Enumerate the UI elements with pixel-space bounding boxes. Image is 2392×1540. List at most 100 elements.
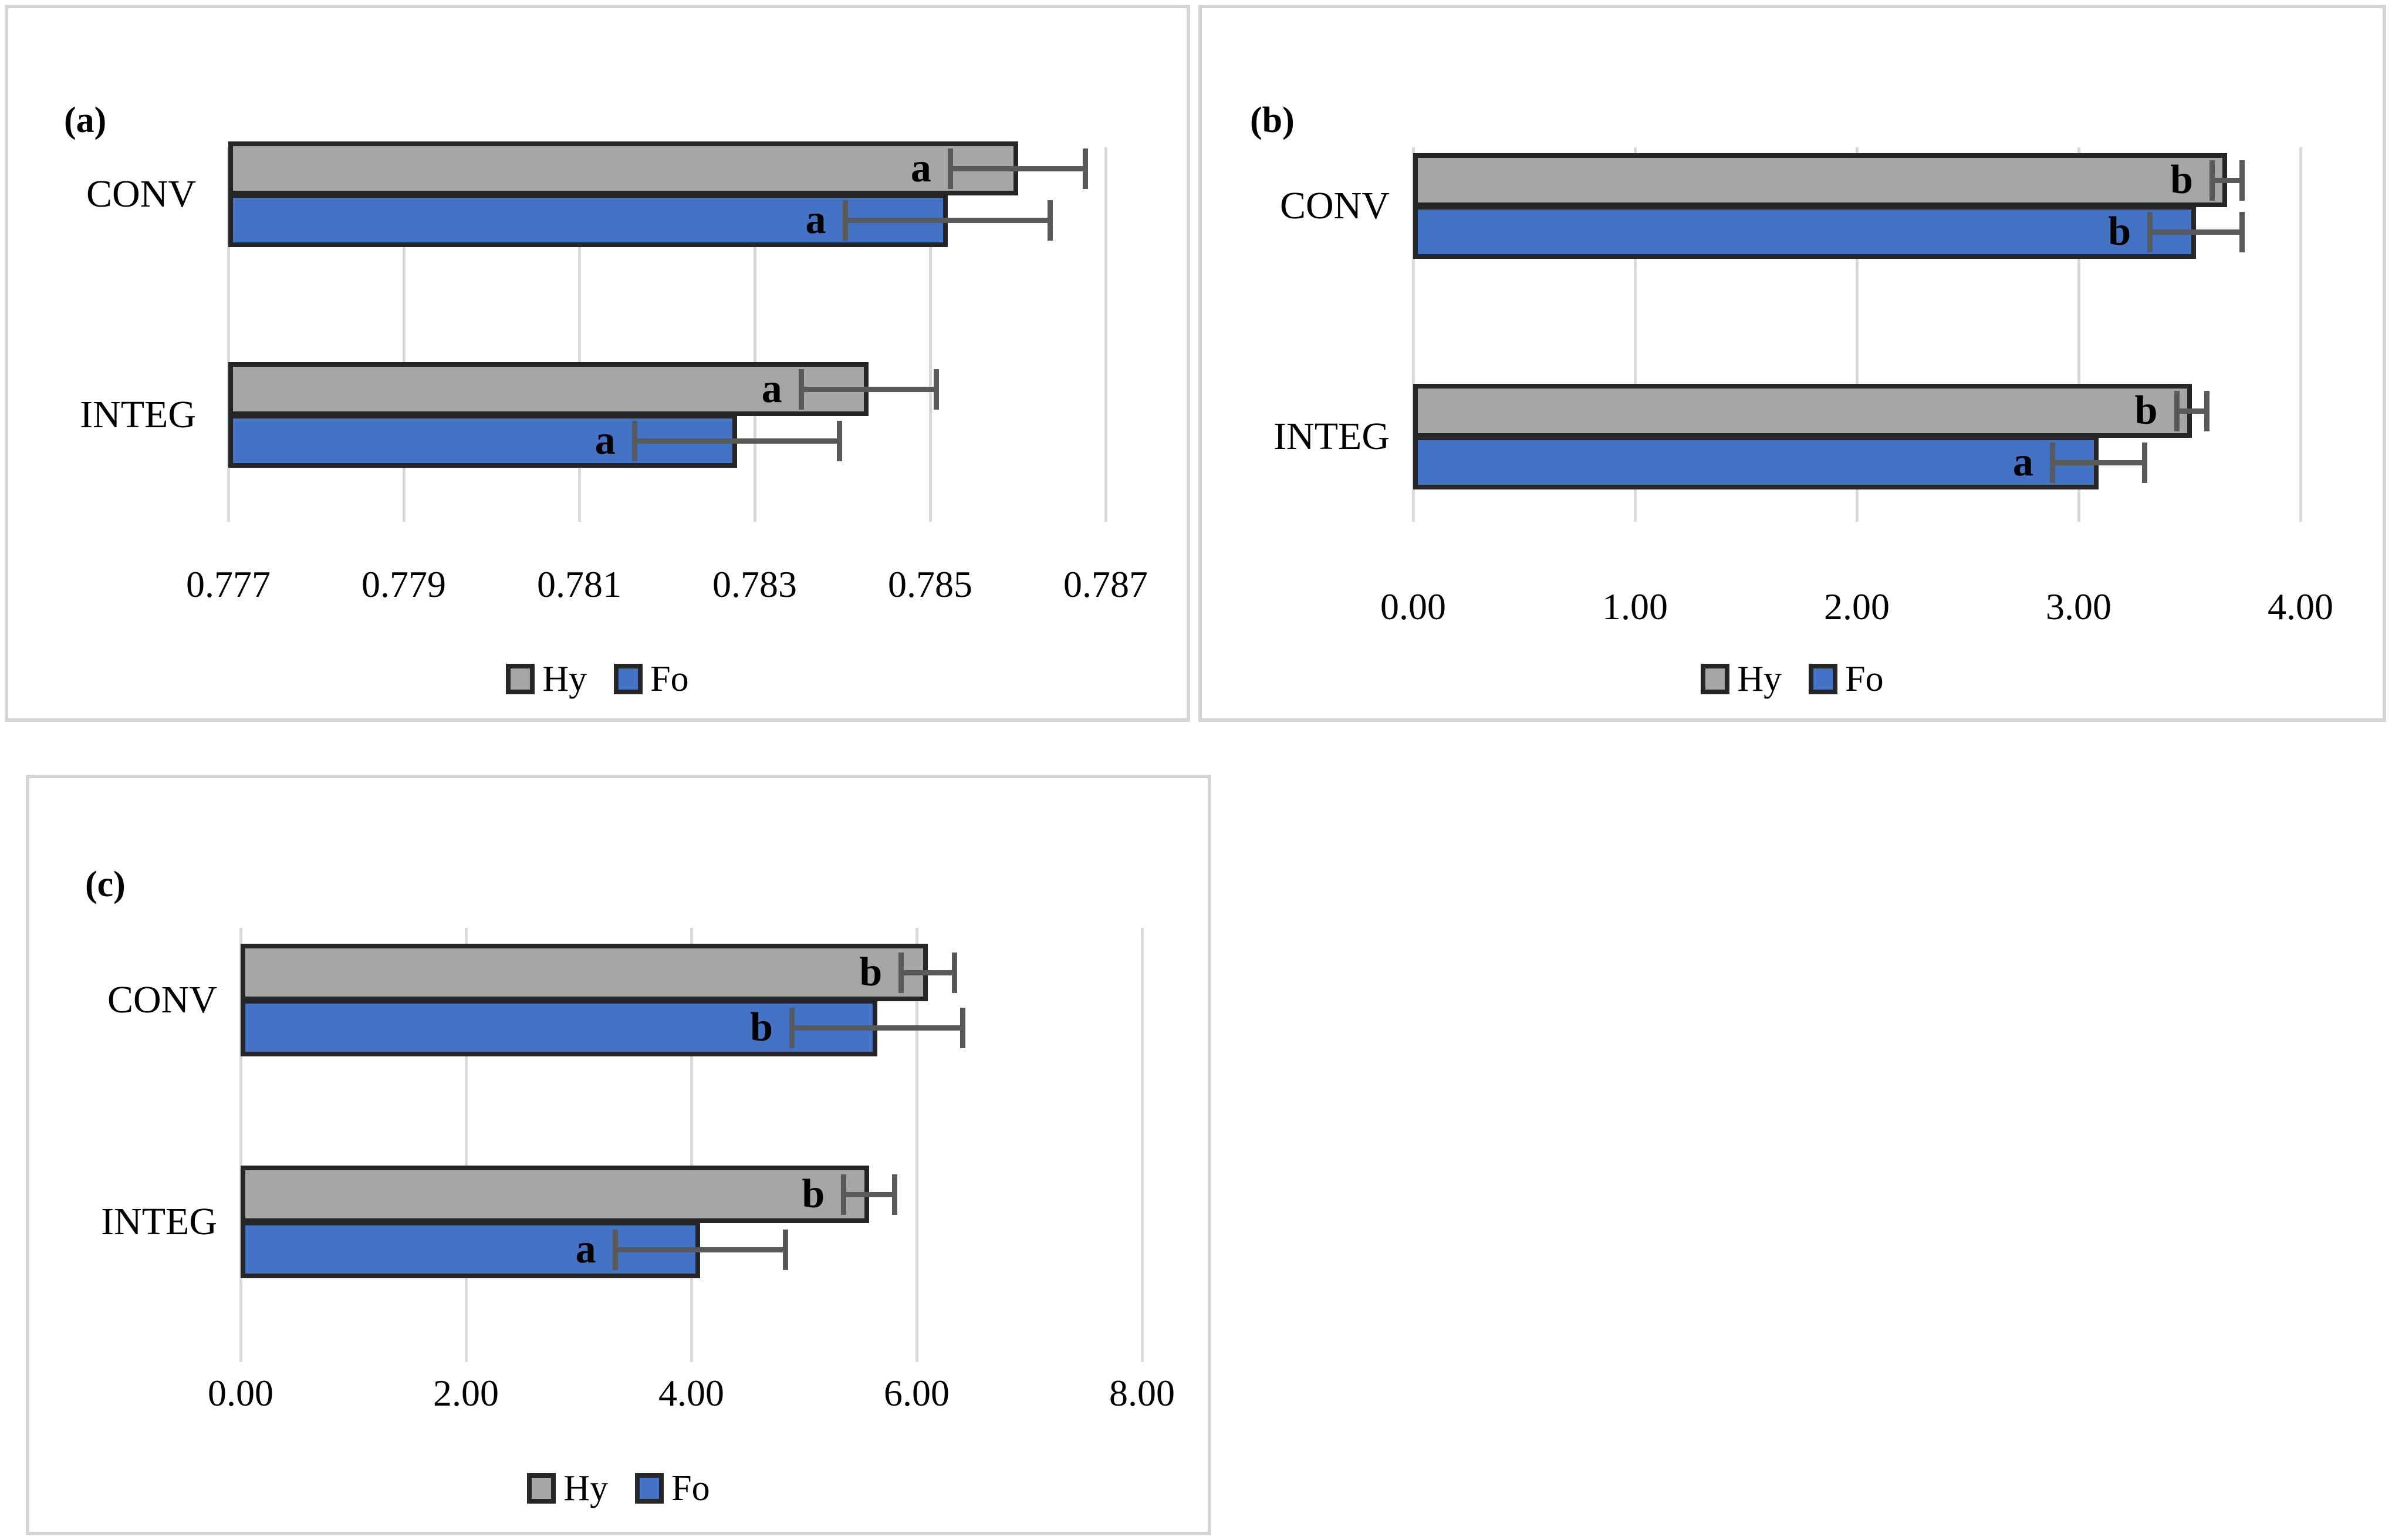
error-bar-part bbox=[842, 200, 848, 241]
sig-letter: b bbox=[2170, 157, 2194, 202]
error-bar bbox=[631, 421, 843, 461]
legend-swatch-fo bbox=[1809, 664, 1838, 694]
error-bar-part bbox=[2049, 460, 2148, 465]
error-bar-part bbox=[631, 438, 843, 444]
x-tick-label: 0.777 bbox=[186, 563, 271, 605]
gridline bbox=[1634, 147, 1637, 522]
gridline bbox=[1412, 147, 1415, 522]
gridline bbox=[227, 147, 230, 522]
category-label: CONV bbox=[1279, 184, 1390, 227]
sig-letter: b bbox=[2134, 388, 2158, 433]
category-label: CONV bbox=[107, 978, 217, 1021]
panel-label-a: (a) bbox=[64, 100, 107, 140]
error-bar-part bbox=[2174, 391, 2180, 431]
gridline bbox=[2299, 147, 2302, 522]
x-tick-label: 0.781 bbox=[537, 563, 621, 605]
legend: Hy Fo bbox=[29, 1470, 1208, 1507]
legend-item-hy: Hy bbox=[506, 661, 587, 697]
gridline bbox=[2077, 147, 2080, 522]
gridline bbox=[465, 928, 468, 1362]
legend-label: Hy bbox=[542, 659, 587, 699]
error-bar-part bbox=[841, 1192, 898, 1197]
bar-fo-conv bbox=[241, 999, 877, 1056]
legend-item-hy: Hy bbox=[527, 1470, 608, 1507]
x-tick-label: 6.00 bbox=[884, 1372, 950, 1414]
error-bar-part bbox=[837, 421, 843, 461]
error-bar-part bbox=[841, 1174, 847, 1215]
category-label: INTEG bbox=[1273, 415, 1390, 458]
panel-c: (c) CONV INTEG b b b a 0.00 2.00 4.00 6.00 8.00 Hy F… bbox=[26, 775, 1211, 1535]
error-bar-part bbox=[789, 1008, 795, 1048]
error-bar-part bbox=[798, 387, 939, 392]
error-bar-part bbox=[959, 1008, 965, 1048]
error-bar bbox=[947, 148, 1089, 189]
error-bar-part bbox=[947, 166, 1089, 171]
error-bar-part bbox=[2147, 212, 2153, 252]
x-tick-label: 4.00 bbox=[658, 1372, 724, 1414]
gridline bbox=[754, 147, 756, 522]
x-tick-label: 3.00 bbox=[2046, 586, 2111, 627]
x-tick-label: 0.787 bbox=[1063, 563, 1148, 605]
bar-hy-conv bbox=[228, 141, 1018, 195]
bar-hy-conv bbox=[241, 944, 928, 1001]
bar-hy-integ bbox=[241, 1166, 870, 1223]
category-label: INTEG bbox=[80, 393, 196, 436]
legend-item-fo: Fo bbox=[635, 1470, 710, 1507]
x-tick-label: 0.779 bbox=[361, 563, 446, 605]
error-bar-part bbox=[2204, 391, 2209, 431]
error-bar bbox=[789, 1008, 965, 1048]
sig-letter: b bbox=[2108, 209, 2131, 254]
error-bar bbox=[842, 200, 1053, 241]
error-bar bbox=[898, 953, 958, 993]
x-tick-label: 4.00 bbox=[2268, 586, 2333, 627]
category-label: CONV bbox=[86, 173, 196, 215]
panel-label-b: (b) bbox=[1250, 100, 1295, 140]
error-bar-part bbox=[898, 970, 958, 975]
error-bar-part bbox=[612, 1247, 789, 1252]
sig-letter: b bbox=[802, 1171, 825, 1217]
gridline bbox=[1104, 147, 1107, 522]
sig-letter: b bbox=[750, 1005, 773, 1050]
error-bar-part bbox=[947, 148, 953, 189]
panel-a: (a) CONV INTEG a a a a 0.777 0.779 0.781 0.783 0.7… bbox=[5, 5, 1190, 722]
legend-label: Fo bbox=[1845, 659, 1884, 699]
gridline bbox=[929, 147, 932, 522]
error-bar bbox=[2209, 160, 2245, 201]
error-bar bbox=[2174, 391, 2209, 431]
legend-label: Fo bbox=[671, 1468, 710, 1508]
error-bar bbox=[612, 1230, 789, 1270]
legend-label: Hy bbox=[563, 1468, 609, 1508]
legend-label: Fo bbox=[650, 659, 689, 699]
gridline bbox=[239, 928, 242, 1362]
legend-swatch-hy bbox=[506, 664, 535, 694]
error-bar bbox=[841, 1174, 898, 1215]
panel-label-c: (c) bbox=[85, 864, 126, 904]
sig-letter: a bbox=[910, 146, 931, 191]
legend-item-fo: Fo bbox=[614, 659, 689, 699]
sig-letter: a bbox=[761, 366, 782, 411]
bar-fo-conv bbox=[1413, 205, 2197, 259]
error-bar bbox=[2147, 212, 2245, 252]
error-bar-part bbox=[933, 369, 939, 410]
error-bar-part bbox=[2142, 443, 2148, 483]
error-bar bbox=[798, 369, 939, 410]
legend: Hy Fo bbox=[1202, 661, 2383, 697]
error-bar-part bbox=[1048, 200, 1053, 241]
error-bar-part bbox=[2174, 408, 2209, 414]
error-bar-part bbox=[789, 1025, 965, 1031]
sig-letter: a bbox=[594, 418, 616, 463]
legend-item-fo: Fo bbox=[1809, 659, 1884, 699]
bar-fo-integ bbox=[1413, 435, 2099, 489]
category-label: INTEG bbox=[101, 1200, 217, 1243]
error-bar-part bbox=[952, 953, 958, 993]
gridline bbox=[403, 147, 406, 522]
error-bar-part bbox=[898, 953, 904, 993]
gridline bbox=[578, 147, 581, 522]
x-tick-label: 1.00 bbox=[1602, 586, 1668, 627]
sig-letter: b bbox=[859, 950, 883, 995]
error-bar-part bbox=[842, 218, 1053, 223]
x-tick-label: 0.00 bbox=[208, 1372, 273, 1414]
error-bar-part bbox=[892, 1174, 898, 1215]
legend-swatch-hy bbox=[1701, 664, 1730, 694]
x-tick-label: 0.00 bbox=[1380, 586, 1446, 627]
